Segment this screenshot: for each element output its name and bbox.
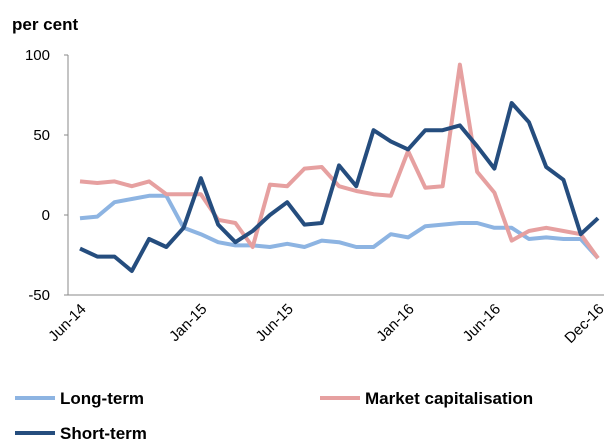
series-line — [79, 193, 600, 260]
x-tick-label: Jan-16 — [373, 301, 417, 345]
x-tick-label: Jun-16 — [460, 301, 504, 345]
legend-label: Market capitalisation — [365, 389, 533, 408]
y-tick-label: 50 — [33, 127, 50, 144]
series-line — [79, 101, 600, 273]
x-tick-label: Dec-16 — [561, 301, 607, 347]
x-tick-label: Jan-15 — [166, 301, 210, 345]
x-tick-label: Jun-14 — [45, 301, 89, 345]
y-tick-label: -50 — [28, 287, 50, 304]
y-tick-label: 100 — [25, 47, 50, 64]
legend-label: Short-term — [60, 424, 147, 443]
series-line — [79, 62, 600, 260]
x-tick-label: Jun-15 — [252, 301, 296, 345]
y-tick-label: 0 — [42, 207, 50, 224]
legend-label: Long-term — [60, 389, 144, 408]
y-axis-label: per cent — [12, 15, 78, 34]
